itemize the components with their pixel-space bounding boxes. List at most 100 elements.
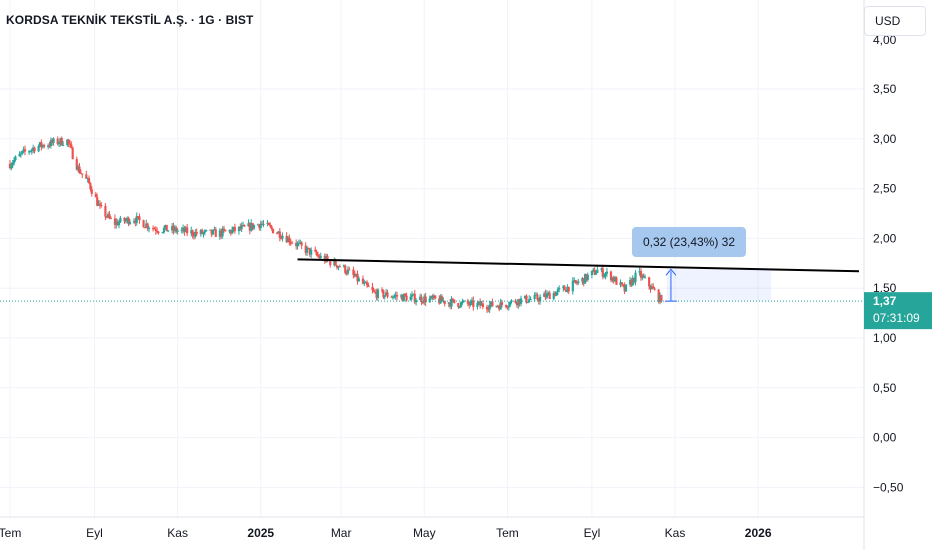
candle-body (10, 165, 13, 169)
candle-body (582, 278, 585, 284)
candle-body (247, 223, 250, 227)
candle-body (605, 271, 608, 274)
candle-body (344, 265, 347, 273)
candle-body (487, 309, 490, 311)
candle-body (288, 237, 291, 243)
candle-body (27, 151, 31, 153)
candle-body (184, 227, 187, 233)
currency-button[interactable]: USD (864, 6, 926, 36)
candle-body (308, 248, 311, 255)
candle-body (78, 166, 81, 173)
candle-body (440, 296, 444, 302)
candle-body (528, 299, 531, 303)
candle-body (323, 255, 326, 262)
candle-body (228, 230, 231, 232)
candle-body (355, 273, 358, 277)
candle-body (87, 178, 91, 184)
candle-body (270, 226, 273, 229)
candle-body (504, 304, 508, 307)
candle-body (22, 149, 25, 151)
candle-body (70, 144, 73, 148)
candle-body (250, 223, 253, 231)
candle-body (176, 230, 179, 232)
last-price-label: 1,37 (873, 294, 897, 308)
candle-body (660, 294, 663, 302)
candle-body (462, 300, 465, 302)
candle-body (401, 295, 404, 301)
candle-body (316, 254, 320, 256)
candle-body (318, 255, 321, 258)
candle-body (431, 296, 434, 298)
candle-body (172, 226, 175, 231)
candle-body (495, 305, 498, 307)
candle-body (383, 295, 386, 298)
candle-body (229, 230, 232, 234)
candle-body (326, 256, 329, 260)
candle-body (581, 278, 584, 282)
candle-body (630, 280, 633, 286)
candle-body (554, 293, 557, 296)
candle-body (134, 220, 137, 223)
candle-body (525, 295, 528, 303)
candle-body (624, 284, 628, 292)
candle-body (500, 302, 504, 305)
candle-body (365, 282, 369, 286)
countdown-label: 07:31:09 (873, 311, 920, 325)
candle-body (652, 286, 655, 289)
candle-body (154, 229, 157, 231)
candle-body (386, 292, 389, 297)
candle-body (37, 146, 40, 152)
candle-body (30, 149, 33, 152)
candle-body (153, 228, 156, 230)
candle-body (151, 228, 155, 230)
symbol-title: KORDSA TEKNİK TEKSTİL A.Ş. · 1G · BIST (6, 13, 254, 27)
candle-body (32, 147, 35, 150)
candle-body (402, 293, 405, 301)
candle-body (8, 163, 12, 169)
candle-body (262, 223, 265, 225)
candle-body (622, 284, 625, 286)
candle-body (451, 298, 454, 300)
candle-body (209, 229, 212, 231)
candle-body (164, 224, 167, 228)
candle-body (574, 280, 577, 283)
candle-body (563, 286, 566, 290)
time-tick-label: Eyl (584, 526, 601, 540)
candle-body (409, 296, 412, 301)
candle-body (108, 214, 111, 218)
candle-body (404, 293, 407, 296)
time-tick-label: Kas (665, 526, 686, 540)
candle-body (539, 296, 542, 302)
candle-body (142, 220, 145, 228)
candle-body (623, 285, 626, 292)
candle-body (479, 301, 482, 306)
candle-body (604, 273, 607, 276)
candle-body (346, 269, 350, 274)
candle-body (391, 296, 395, 298)
candle-body (296, 243, 299, 247)
candle-body (638, 271, 641, 273)
candle-body (356, 273, 359, 282)
candle-body (594, 273, 598, 275)
candle-body (420, 296, 423, 303)
candle-body (558, 287, 561, 290)
candle-body (271, 228, 275, 234)
candle-body (537, 299, 540, 302)
candle-body (52, 138, 55, 143)
candle-body (18, 154, 21, 157)
candle-body (428, 298, 431, 303)
candle-body (524, 295, 527, 299)
candle-body (603, 275, 606, 277)
candle-body (507, 305, 510, 308)
candle-body (374, 291, 377, 293)
candle-body (653, 288, 656, 290)
candle-body (413, 293, 416, 303)
candle-body (415, 300, 418, 303)
candle-body (276, 233, 279, 235)
candle-body (23, 149, 27, 152)
candle-body (476, 303, 479, 307)
candle-body (485, 306, 489, 310)
candle-body (258, 224, 261, 228)
